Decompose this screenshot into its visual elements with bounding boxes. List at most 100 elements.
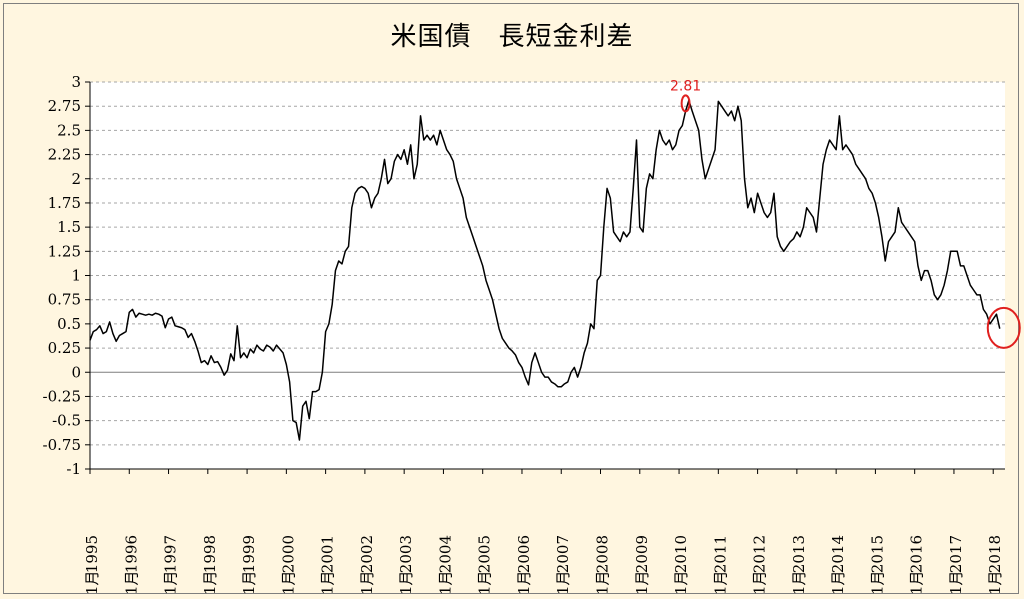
x-tick-month: 1月 [868, 570, 886, 595]
x-tick-month: 1月 [201, 570, 219, 595]
x-tick-year: 2005 [476, 535, 494, 573]
x-tick-year: 2011 [711, 535, 729, 573]
x-tick-month: 1月 [751, 570, 769, 595]
x-tick-month: 1月 [672, 570, 690, 595]
x-tick-month: 1月 [397, 570, 415, 595]
y-tick-label: 1.5 [57, 218, 81, 236]
y-tick-label: -0.25 [43, 387, 81, 405]
x-tick-year: 2008 [594, 535, 612, 573]
x-tick-month: 1月 [279, 570, 297, 595]
y-tick-label: -0.5 [52, 412, 81, 430]
x-axis-ticks: 19951月19961月19971月19981月19991月20001月2001… [83, 469, 1004, 595]
y-tick-label: 1.25 [48, 242, 81, 260]
x-tick-month: 1月 [829, 570, 847, 595]
x-tick-month: 1月 [319, 570, 337, 595]
x-tick-year: 1999 [240, 535, 258, 573]
chart-title: 米国債 長短金利差 [390, 22, 634, 52]
x-tick-year: 1995 [83, 535, 101, 573]
y-tick-label: 1 [71, 267, 81, 285]
gridlines [90, 81, 1005, 446]
x-tick-year: 2013 [790, 535, 808, 573]
x-tick-year: 2002 [358, 535, 376, 573]
y-tick-label: 2.25 [48, 146, 81, 164]
x-tick-month: 1月 [436, 570, 454, 595]
x-tick-year: 2009 [633, 535, 651, 573]
y-tick-label: 3 [71, 73, 81, 91]
x-tick-month: 1月 [515, 570, 533, 595]
y-tick-label: 2 [71, 170, 81, 188]
x-tick-month: 1月 [162, 570, 180, 595]
x-tick-year: 2018 [986, 535, 1004, 573]
x-tick-year: 2000 [279, 535, 297, 573]
x-tick-month: 1月 [711, 570, 729, 595]
y-tick-label: 0.5 [57, 315, 81, 333]
x-tick-year: 2015 [868, 535, 886, 573]
peak-value-label: 2.81 [670, 78, 701, 94]
highlight-ellipse [680, 94, 691, 113]
x-tick-month: 1月 [947, 570, 965, 595]
x-tick-month: 1月 [476, 570, 494, 595]
y-tick-label: -1 [66, 460, 81, 478]
x-tick-year: 2004 [436, 535, 454, 573]
y-tick-label: 0.25 [48, 339, 81, 357]
y-tick-label: 2.75 [48, 97, 81, 115]
x-tick-year: 1996 [122, 535, 140, 573]
series-line [89, 99, 1001, 441]
annotations: 2.81 [670, 78, 1021, 349]
x-tick-year: 2010 [672, 535, 690, 573]
x-tick-month: 1月 [122, 570, 140, 595]
x-tick-year: 1998 [201, 535, 219, 573]
x-tick-month: 1月 [633, 570, 651, 595]
x-tick-month: 1月 [83, 570, 101, 595]
x-tick-year: 2014 [829, 535, 847, 573]
y-tick-label: -0.75 [43, 436, 81, 454]
y-tick-label: 0.75 [48, 291, 81, 309]
x-tick-month: 1月 [986, 570, 1004, 595]
x-tick-month: 1月 [908, 570, 926, 595]
x-tick-year: 2017 [947, 535, 965, 573]
x-tick-month: 1月 [358, 570, 376, 595]
y-tick-label: 1.75 [48, 194, 81, 212]
x-tick-year: 2006 [515, 535, 533, 573]
x-tick-year: 2016 [908, 535, 926, 573]
x-tick-year: 2003 [397, 535, 415, 573]
x-tick-year: 2001 [319, 535, 337, 573]
highlight-ellipse [986, 306, 1021, 349]
x-tick-month: 1月 [554, 570, 572, 595]
x-tick-year: 1997 [162, 535, 180, 573]
y-tick-label: 2.5 [57, 121, 81, 139]
y-tick-label: 0 [71, 363, 81, 381]
x-tick-year: 2012 [751, 535, 769, 573]
y-axis-ticks: 3 2.75 2.5 2.25 2 1.75 1.5 1.25 1 0.75 0.5 0.25 0 -0.… [43, 73, 90, 478]
series-group [89, 99, 1001, 441]
x-tick-year: 2007 [554, 535, 572, 573]
x-tick-month: 1月 [240, 570, 258, 595]
x-tick-month: 1月 [594, 570, 612, 595]
x-tick-month: 1月 [790, 570, 808, 595]
